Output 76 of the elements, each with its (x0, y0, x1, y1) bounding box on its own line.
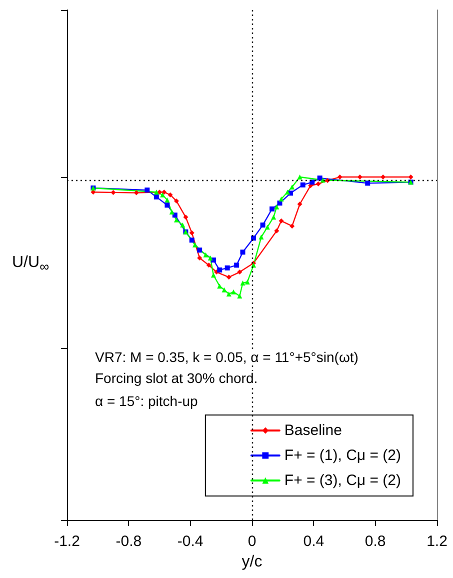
point (300, 182, 306, 188)
point (164, 202, 170, 208)
point (134, 190, 139, 196)
legend-label: F+ = (3), Cμ = (2) (284, 472, 402, 489)
point (260, 222, 266, 228)
point (222, 287, 227, 292)
y-axis-title: U/U$_{∞}$ (12, 254, 50, 274)
annotation: Forcing slot at 30% chord. (95, 370, 258, 386)
annotation: VR7: M = 0.35, k = 0.05, α = 11°+5°sin(ωt) (95, 349, 358, 365)
point (337, 174, 342, 180)
point (174, 217, 179, 222)
point (110, 190, 116, 195)
point (297, 174, 302, 180)
point (226, 274, 232, 280)
point (208, 255, 213, 260)
point (154, 190, 159, 195)
point (160, 192, 166, 198)
point (203, 252, 208, 258)
point (237, 270, 242, 275)
legend-label: Baseline (284, 422, 342, 439)
point (226, 291, 232, 296)
point (172, 212, 178, 218)
point (197, 248, 202, 253)
point (183, 214, 188, 220)
x-axis-title: y/c (242, 553, 262, 570)
point (244, 279, 250, 284)
x-tick-label: -0.8 (116, 533, 142, 550)
annotation: α = 15°: pitch-up (95, 393, 198, 409)
point (290, 224, 295, 229)
point (144, 188, 150, 193)
point (310, 180, 315, 185)
x-tick-label: 0.8 (364, 533, 386, 550)
point (290, 184, 295, 190)
point (157, 190, 162, 195)
point (284, 190, 290, 195)
point (297, 202, 302, 207)
point (217, 284, 222, 289)
point (365, 180, 370, 186)
x-tick-label: -0.4 (177, 533, 204, 550)
point (231, 289, 236, 294)
point (234, 262, 240, 268)
point (270, 206, 275, 212)
point (278, 218, 284, 224)
x-tick-label: 1.2 (426, 533, 448, 550)
point (192, 242, 198, 248)
point (210, 272, 216, 278)
point (274, 204, 280, 210)
point (168, 192, 173, 198)
point (169, 210, 174, 215)
point (237, 294, 242, 299)
point (197, 255, 202, 260)
x-tick-label: 0.4 (303, 533, 324, 550)
point (408, 174, 414, 180)
point (264, 224, 270, 230)
point (274, 228, 280, 234)
point (251, 236, 256, 241)
point (189, 238, 194, 243)
x-tick-label: -1.2 (54, 533, 80, 550)
point (240, 280, 246, 286)
point (271, 214, 276, 220)
x-tick-label: 0 (248, 533, 256, 550)
point (162, 190, 167, 195)
point (240, 250, 246, 255)
point (317, 176, 322, 181)
point (154, 194, 159, 200)
point (217, 267, 222, 272)
point (224, 265, 230, 270)
point (258, 234, 264, 240)
point (164, 198, 170, 203)
point (278, 196, 284, 202)
point (206, 262, 212, 268)
point (180, 222, 186, 228)
point (189, 230, 194, 236)
point (316, 181, 321, 186)
legend-label: F+ = (1), Cμ = (2) (284, 447, 402, 464)
point (174, 198, 179, 204)
